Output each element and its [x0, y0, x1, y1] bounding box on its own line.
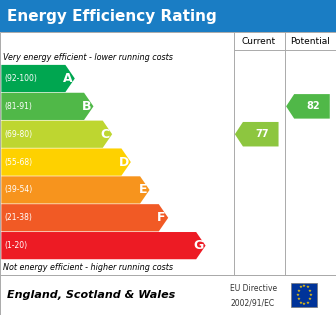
Text: D: D: [119, 156, 129, 169]
Text: (21-38): (21-38): [4, 213, 32, 222]
Polygon shape: [1, 232, 206, 259]
Text: ★: ★: [305, 301, 309, 305]
Text: G: G: [194, 239, 204, 252]
Text: ★: ★: [308, 297, 312, 301]
Bar: [292, 283, 317, 307]
Polygon shape: [1, 93, 93, 120]
Text: ★: ★: [305, 285, 309, 289]
Text: England, Scotland & Wales: England, Scotland & Wales: [7, 290, 175, 300]
Text: (92-100): (92-100): [4, 74, 37, 83]
Text: ★: ★: [299, 301, 303, 305]
Text: C: C: [101, 128, 110, 141]
Text: B: B: [82, 100, 91, 113]
Text: (69-80): (69-80): [4, 130, 33, 139]
Text: ★: ★: [299, 285, 303, 289]
Text: ★: ★: [302, 284, 306, 288]
Text: EU Directive: EU Directive: [230, 284, 277, 294]
Text: Not energy efficient - higher running costs: Not energy efficient - higher running co…: [3, 263, 173, 272]
Text: ★: ★: [296, 289, 300, 293]
Text: (39-54): (39-54): [4, 186, 33, 194]
Bar: [0, 275, 336, 315]
Text: A: A: [63, 72, 73, 85]
Text: (1-20): (1-20): [4, 241, 28, 250]
Text: ★: ★: [295, 293, 299, 297]
Polygon shape: [235, 122, 279, 146]
Text: Potential: Potential: [290, 37, 330, 46]
Text: (81-91): (81-91): [4, 102, 32, 111]
Text: Very energy efficient - lower running costs: Very energy efficient - lower running co…: [3, 53, 173, 62]
Bar: [0, 32, 336, 275]
Text: ★: ★: [308, 289, 312, 293]
Text: ★: ★: [302, 302, 306, 306]
Text: F: F: [157, 211, 166, 224]
Polygon shape: [1, 176, 150, 203]
Polygon shape: [1, 121, 112, 148]
Text: Current: Current: [242, 37, 276, 46]
Text: ★: ★: [296, 297, 300, 301]
Text: Energy Efficiency Rating: Energy Efficiency Rating: [7, 9, 216, 24]
Polygon shape: [1, 65, 75, 92]
Polygon shape: [1, 148, 131, 176]
Text: ★: ★: [309, 293, 313, 297]
Text: 82: 82: [306, 101, 320, 112]
Text: 77: 77: [255, 129, 268, 139]
Bar: [0, 0, 336, 32]
Text: 2002/91/EC: 2002/91/EC: [230, 299, 274, 307]
Polygon shape: [286, 94, 330, 119]
Polygon shape: [1, 204, 168, 232]
Text: E: E: [138, 183, 147, 197]
Text: (55-68): (55-68): [4, 158, 33, 167]
